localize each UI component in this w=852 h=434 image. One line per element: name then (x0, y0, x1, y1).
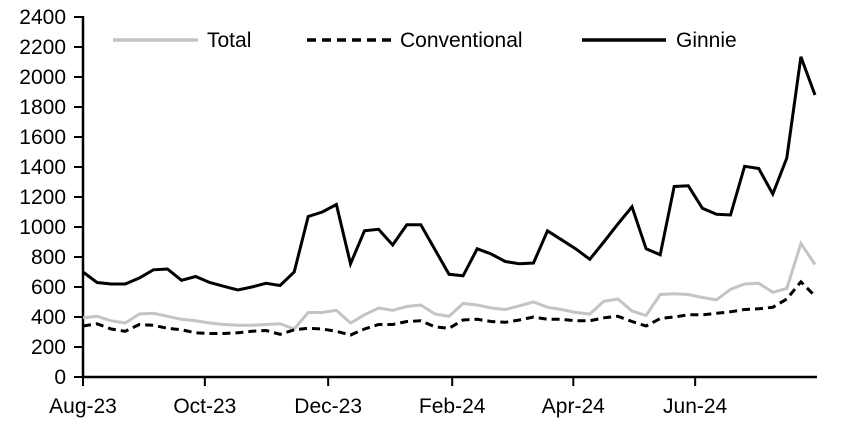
legend-label-total: Total (207, 29, 251, 52)
y-axis-label: 1400 (19, 156, 66, 179)
x-axis-label: Oct-23 (173, 395, 236, 418)
x-axis-label: Aug-23 (49, 395, 117, 418)
legend: Total Conventional Ginnie (113, 29, 737, 52)
y-axis-label: 1000 (19, 216, 66, 239)
y-axis-label: 2200 (19, 36, 66, 59)
y-axis-label: 400 (31, 306, 66, 329)
y-axis-label: 0 (54, 366, 66, 389)
legend-item-ginnie: Ginnie (582, 29, 737, 52)
y-axis-label: 200 (31, 336, 66, 359)
y-axis-label: 800 (31, 246, 66, 269)
y-axis-label: 1600 (19, 126, 66, 149)
y-axis-label: 2000 (19, 66, 66, 89)
legend-label-ginnie: Ginnie (676, 29, 737, 52)
y-axis-label: 2400 (19, 6, 66, 29)
conventional-line (82, 279, 817, 337)
legend-item-total: Total (113, 29, 251, 52)
x-axis-label: Dec-23 (294, 395, 362, 418)
total-line (82, 240, 817, 331)
y-axis-label: 1200 (19, 186, 66, 209)
y-axis: 0 200 400 600 800 1000 1200 1400 1600 1800 2000 220… (19, 6, 85, 389)
x-axis-label: Jun-24 (663, 395, 728, 418)
x-axis-label: Feb-24 (419, 395, 486, 418)
plot-lines (82, 56, 817, 337)
legend-label-conventional: Conventional (400, 29, 523, 52)
x-axis-label: Apr-24 (542, 395, 605, 418)
ginnie-line (82, 56, 817, 292)
y-axis-label: 600 (31, 276, 66, 299)
y-axis-label: 1800 (19, 96, 66, 119)
x-axis: Aug-23 Oct-23 Dec-23 Feb-24 Apr-24 Jun-24 (49, 375, 817, 418)
legend-item-conventional: Conventional (307, 29, 523, 52)
